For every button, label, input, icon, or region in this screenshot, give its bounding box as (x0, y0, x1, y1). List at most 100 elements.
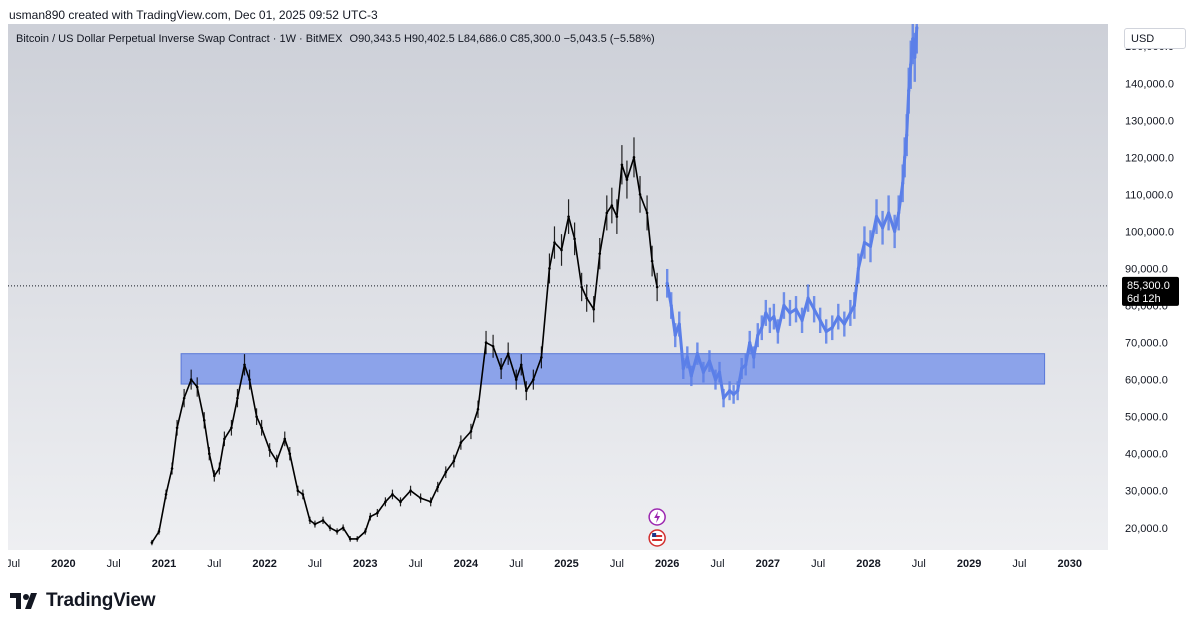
price-history-point (275, 459, 279, 463)
price-history-point (341, 526, 345, 530)
projected-path-point (915, 26, 919, 30)
lightning-event-icon[interactable] (648, 508, 666, 526)
price-history-point (288, 452, 292, 455)
price-chart[interactable]: 20,000.0 30,000.0 40,000.0 50,000.0 60,000.0… (8, 24, 1192, 574)
price-history-point (182, 396, 186, 400)
projected-path-point (824, 329, 828, 334)
price-history-series (150, 137, 659, 546)
x-axis-tick-label: Jul (107, 558, 121, 570)
price-history-point (469, 430, 473, 433)
projected-path-point (736, 389, 740, 393)
projected-path-point (748, 340, 752, 345)
projected-path-point (727, 389, 732, 393)
projected-path-point (752, 355, 756, 359)
projected-path-point (794, 307, 798, 311)
tradingview-logo-icon (10, 593, 37, 609)
projected-path-point (806, 296, 810, 300)
projected-path-point (685, 355, 689, 359)
price-history-point (189, 378, 193, 381)
price-history-point (560, 248, 563, 252)
projected-path-point (848, 311, 852, 315)
price-history-point (514, 378, 518, 381)
projected-path-point (893, 229, 897, 234)
projected-path-point (776, 329, 780, 334)
x-axis-tick-label: 2023 (353, 558, 377, 570)
us-flag-stripe (652, 535, 663, 537)
time-scale-background (8, 550, 1108, 574)
y-axis-tick-label: 90,000.0 (1125, 263, 1168, 275)
price-history-point (436, 485, 440, 489)
symbol-legend: Bitcoin / US Dollar Perpetual Inverse Sw… (16, 33, 655, 45)
x-axis-tick-label: 2022 (252, 558, 276, 570)
price-history-point (268, 448, 271, 452)
projected-path-series (665, 24, 919, 408)
projected-path-point (788, 311, 792, 315)
price-history-point (506, 352, 510, 355)
price-history-point (419, 496, 422, 500)
price-history-point (157, 530, 161, 533)
x-axis-tick-label: 2027 (756, 558, 780, 570)
projected-path-point (905, 133, 909, 137)
projected-path-point (764, 311, 768, 315)
price-history-point (610, 204, 614, 207)
projected-path-point (852, 303, 856, 308)
y-axis-tick-label: 60,000.0 (1125, 375, 1168, 387)
price-history-point (567, 215, 570, 218)
projected-path-point (800, 318, 804, 322)
price-history-point (384, 500, 387, 504)
symbol-description: Bitcoin / US Dollar Perpetual Inverse Sw… (16, 33, 343, 45)
projected-path-point (909, 63, 913, 67)
projected-path-point (673, 333, 677, 337)
x-axis-tick-label: Jul (207, 558, 221, 570)
price-history-point (335, 530, 339, 533)
x-axis-tick-label: Jul (409, 558, 423, 570)
projected-path-point (689, 374, 693, 378)
price-history-point (638, 193, 642, 196)
x-axis-tick-label: 2029 (957, 558, 981, 570)
us-flag-event-icon[interactable] (648, 529, 666, 547)
x-axis-tick-label: Jul (1012, 558, 1026, 570)
price-history-point (519, 363, 523, 367)
us-flag-stripe (652, 539, 663, 541)
price-history-point (363, 530, 367, 533)
y-axis-tick-label: 40,000.0 (1125, 449, 1168, 461)
current-price-label: 85,300.0 (1127, 280, 1170, 292)
projected-path-point (772, 315, 776, 319)
price-history-point (296, 489, 300, 493)
price-history-point (491, 344, 495, 348)
price-history-point (391, 493, 394, 496)
tradingview-logo[interactable]: TradingView (10, 590, 156, 612)
current-price-badge (1122, 276, 1179, 306)
price-history-point (369, 515, 372, 518)
price-history-point (499, 367, 503, 370)
price-history-point (355, 537, 359, 541)
projected-path-point (695, 352, 699, 356)
price-history-point (321, 519, 325, 522)
price-history-point (429, 500, 432, 504)
x-axis-tick-label: 2020 (51, 558, 75, 570)
projected-path-point (713, 378, 718, 382)
projected-path-point (707, 359, 712, 363)
x-axis-tick-label: Jul (811, 558, 825, 570)
currency-button[interactable]: USD (1124, 28, 1186, 49)
projected-path-point (856, 266, 861, 271)
price-history-point (632, 156, 636, 159)
projected-path-point (665, 281, 669, 285)
projected-path-point (818, 318, 822, 322)
x-axis-tick-label: 2026 (655, 558, 679, 570)
projected-path-point (677, 322, 681, 326)
price-history-point (202, 419, 206, 422)
projected-path-point (911, 37, 915, 41)
price-history-point (301, 493, 305, 496)
projected-path-point (887, 211, 891, 215)
price-history-point (598, 252, 602, 255)
price-history-point (313, 522, 317, 526)
price-history-point (175, 426, 179, 430)
support-zone-rectangle[interactable] (180, 353, 1046, 385)
projected-path-point (768, 318, 772, 322)
bar-countdown-label: 6d 12h (1127, 293, 1161, 305)
price-history-point (399, 500, 402, 504)
x-axis-tick-label: Jul (8, 558, 20, 570)
price-history-point (260, 426, 263, 430)
projected-path-point (669, 303, 673, 308)
